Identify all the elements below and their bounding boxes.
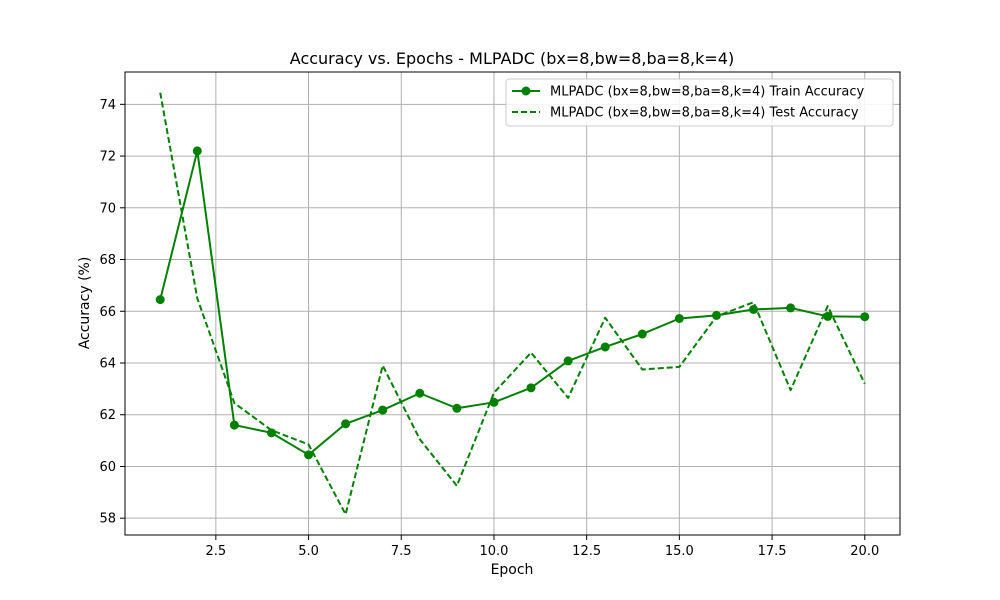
data-point bbox=[192, 146, 202, 156]
y-tick-label: 64 bbox=[99, 356, 116, 371]
x-tick-label: 12.5 bbox=[572, 544, 601, 559]
series-line-train bbox=[159, 149, 865, 456]
legend: MLPADC (bx=8,bw=8,ba=8,k=4) Train Accura… bbox=[505, 78, 894, 127]
data-point bbox=[526, 383, 536, 393]
y-tick-label: 60 bbox=[99, 460, 116, 475]
legend-train-label: MLPADC (bx=8,bw=8,ba=8,k=4) Train Accura… bbox=[550, 85, 864, 100]
chart-title: Accuracy vs. Epochs - MLPADC (bx=8,bw=8,… bbox=[290, 49, 734, 68]
legend-test-label: MLPADC (bx=8,bw=8,ba=8,k=4) Test Accurac… bbox=[550, 106, 859, 121]
y-tick-label: 72 bbox=[99, 150, 116, 165]
data-point bbox=[304, 450, 314, 460]
y-tick-label: 66 bbox=[99, 305, 116, 320]
data-point bbox=[563, 356, 573, 366]
x-tick-label: 5.0 bbox=[298, 544, 319, 559]
data-point bbox=[674, 314, 684, 324]
data-point bbox=[341, 419, 351, 429]
y-tick-label: 74 bbox=[99, 98, 116, 113]
data-point bbox=[452, 403, 462, 413]
x-axis-label: Epoch bbox=[491, 562, 534, 578]
data-point bbox=[415, 388, 425, 398]
legend-box bbox=[505, 78, 894, 127]
series-line-test bbox=[159, 92, 866, 516]
y-tick-label: 58 bbox=[99, 512, 116, 527]
data-point bbox=[823, 311, 833, 321]
grid-lines bbox=[125, 72, 900, 535]
legend-train-marker bbox=[521, 86, 531, 96]
y-tick-label: 68 bbox=[99, 253, 116, 268]
series-group bbox=[155, 92, 870, 516]
x-tick-label: 17.5 bbox=[758, 544, 787, 559]
data-point bbox=[266, 428, 276, 438]
data-point bbox=[378, 405, 388, 415]
x-tick-label: 10.0 bbox=[479, 544, 508, 559]
data-point bbox=[489, 397, 499, 407]
plot-frame bbox=[124, 71, 901, 536]
y-tick-label: 62 bbox=[99, 408, 116, 423]
data-point bbox=[229, 420, 239, 430]
data-point bbox=[637, 329, 647, 339]
y-tick-label: 70 bbox=[99, 201, 116, 216]
data-point bbox=[860, 312, 870, 322]
data-point bbox=[155, 295, 165, 305]
axis-ticks: 2.5 5.0 7.5 10.0 12.5 15.0 17.5 20.0 58 60 62 64 66 6… bbox=[99, 98, 879, 559]
x-tick-label: 2.5 bbox=[206, 544, 227, 559]
data-point bbox=[600, 342, 610, 352]
y-axis-label: Accuracy (%) bbox=[77, 257, 93, 350]
data-point bbox=[786, 303, 796, 313]
x-tick-label: 15.0 bbox=[665, 544, 694, 559]
x-tick-label: 20.0 bbox=[850, 544, 879, 559]
x-tick-label: 7.5 bbox=[391, 544, 412, 559]
